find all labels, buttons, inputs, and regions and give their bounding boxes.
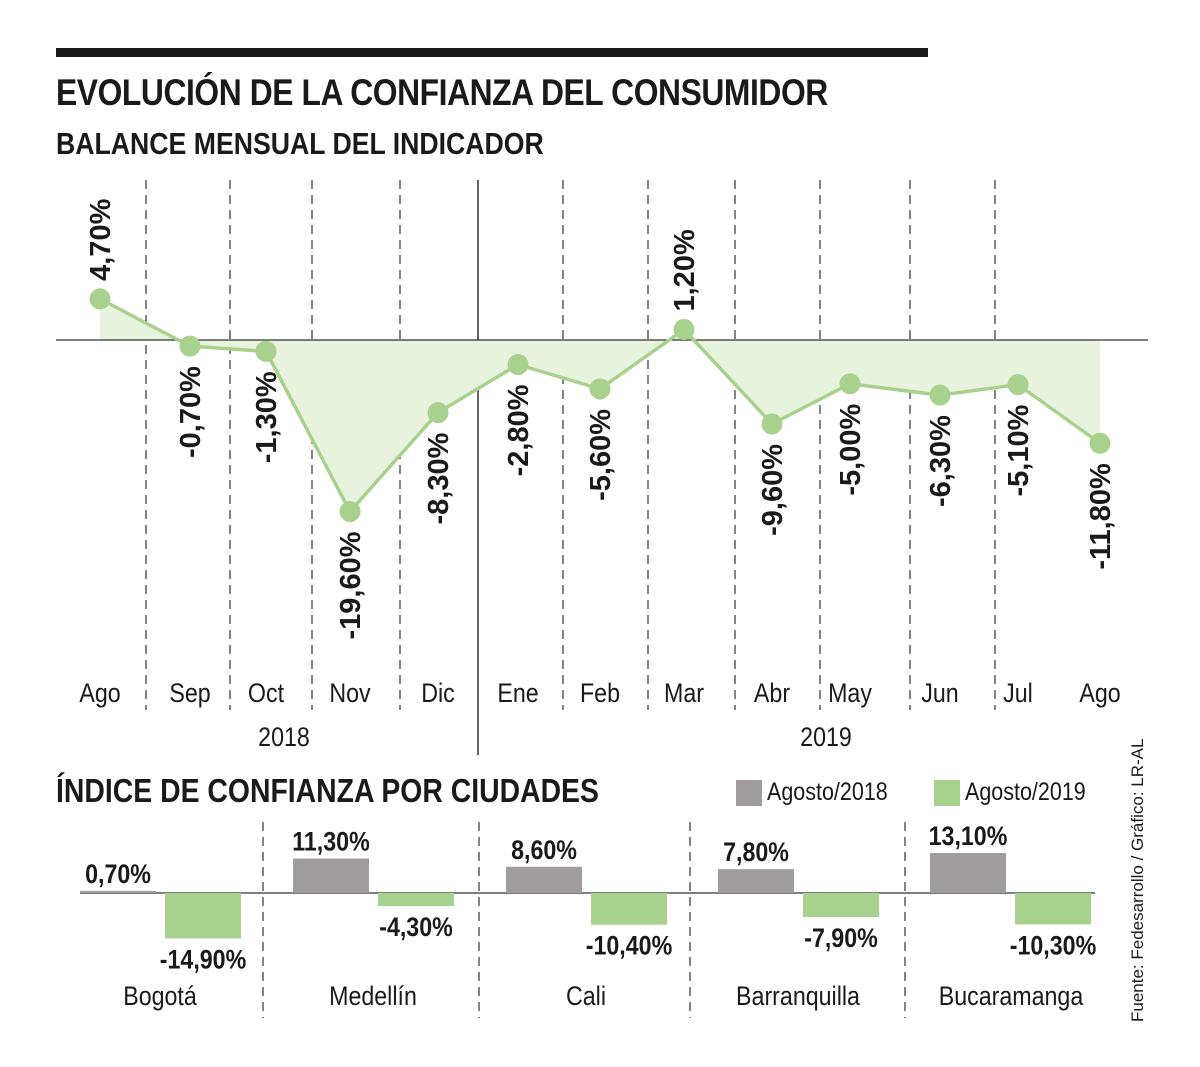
- legend-label-2019: Agosto/2019: [965, 778, 1086, 806]
- data-point-jun-10: [929, 384, 951, 406]
- month-label-11: Jul: [1003, 678, 1033, 708]
- legend-swatch-2019: [934, 780, 960, 806]
- data-label-11: -5,10%: [1003, 404, 1035, 496]
- month-label-7: Mar: [664, 678, 704, 708]
- data-label-3: -19,60%: [335, 531, 367, 639]
- bar-label-2019-3: -7,90%: [804, 924, 878, 954]
- city-label-4: Bucaramanga: [939, 981, 1084, 1011]
- bar-label-2019-2: -10,40%: [586, 931, 672, 961]
- month-label-3: Nov: [329, 678, 371, 708]
- data-point-sep-1: [179, 335, 201, 357]
- bar-label-2018-4: 13,10%: [929, 821, 1008, 851]
- month-label-8: Abr: [754, 678, 790, 708]
- month-label-5: Ene: [497, 678, 538, 708]
- bar-2018-0: [80, 890, 156, 893]
- data-point-jul-11: [1007, 374, 1029, 396]
- chart-subtitle: BALANCE MENSUAL DEL INDICADOR: [56, 126, 544, 161]
- chart-title: EVOLUCIÓN DE LA CONFIANZA DEL CONSUMIDOR: [56, 72, 828, 113]
- data-label-1: -0,70%: [175, 366, 207, 458]
- data-point-mar-7: [673, 319, 695, 340]
- month-label-1: Sep: [169, 678, 210, 708]
- month-label-4: Dic: [421, 678, 455, 708]
- month-label-0: Ago: [79, 678, 120, 708]
- city-label-2: Cali: [566, 981, 606, 1011]
- bar-2018-3: [718, 869, 794, 893]
- month-label-6: Feb: [580, 678, 620, 708]
- data-point-ago-0: [89, 288, 111, 310]
- data-point-ago-12: [1089, 432, 1111, 454]
- bar-label-2019-1: -4,30%: [379, 913, 453, 943]
- city-label-0: Bogotá: [123, 981, 197, 1011]
- data-point-dic-4: [427, 402, 449, 424]
- cities-section-title: ÍNDICE DE CONFIANZA POR CIUDADES: [56, 772, 599, 809]
- month-label-12: Ago: [1079, 678, 1120, 708]
- data-point-may-9: [839, 373, 861, 395]
- data-label-4: -8,30%: [423, 432, 455, 524]
- line-area-fill: [100, 298, 1100, 512]
- data-point-ene-5: [507, 354, 529, 375]
- bar-2018-1: [293, 858, 369, 893]
- month-label-9: May: [828, 678, 872, 708]
- year-label-2019: 2019: [800, 722, 852, 752]
- year-label-2018: 2018: [258, 722, 310, 752]
- bar-label-2019-4: -10,30%: [1010, 931, 1096, 961]
- top-rule: [56, 48, 928, 57]
- data-label-6: -5,60%: [585, 409, 617, 501]
- source-note: Fuente: Fedesarrollo / Gráfico: LR-AL: [1128, 738, 1147, 1022]
- bar-2019-4: [1015, 893, 1091, 925]
- data-label-12: -11,80%: [1085, 463, 1117, 570]
- bar-label-2018-2: 8,60%: [511, 835, 577, 865]
- bar-label-2018-0: 0,70%: [85, 859, 151, 889]
- data-label-8: -9,60%: [757, 444, 789, 536]
- data-label-0: 4,70%: [85, 198, 117, 280]
- bar-label-2018-3: 7,80%: [723, 838, 789, 868]
- bar-2019-2: [591, 893, 667, 925]
- legend-swatch-2018: [736, 780, 762, 806]
- data-point-abr-8: [761, 413, 783, 435]
- month-label-2: Oct: [248, 678, 284, 708]
- city-label-3: Barranquilla: [736, 981, 860, 1011]
- data-label-10: -6,30%: [925, 415, 957, 507]
- legend-label-2018: Agosto/2018: [767, 778, 888, 806]
- city-label-1: Medellín: [329, 981, 417, 1011]
- bar-2018-4: [930, 853, 1006, 893]
- bar-2019-3: [803, 893, 879, 918]
- bar-2019-0: [165, 893, 241, 939]
- data-label-5: -2,80%: [503, 384, 535, 476]
- bar-2019-1: [378, 893, 454, 907]
- data-point-feb-6: [589, 378, 611, 400]
- bar-label-2019-0: -14,90%: [160, 945, 246, 975]
- month-label-10: Jun: [921, 678, 958, 708]
- bar-2018-2: [506, 866, 582, 893]
- data-point-nov-3: [339, 501, 361, 522]
- data-label-7: 1,20%: [669, 229, 701, 311]
- data-label-2: -1,30%: [251, 371, 283, 463]
- data-point-oct-2: [255, 340, 277, 362]
- data-label-9: -5,00%: [835, 404, 867, 496]
- bar-label-2018-1: 11,30%: [292, 827, 369, 857]
